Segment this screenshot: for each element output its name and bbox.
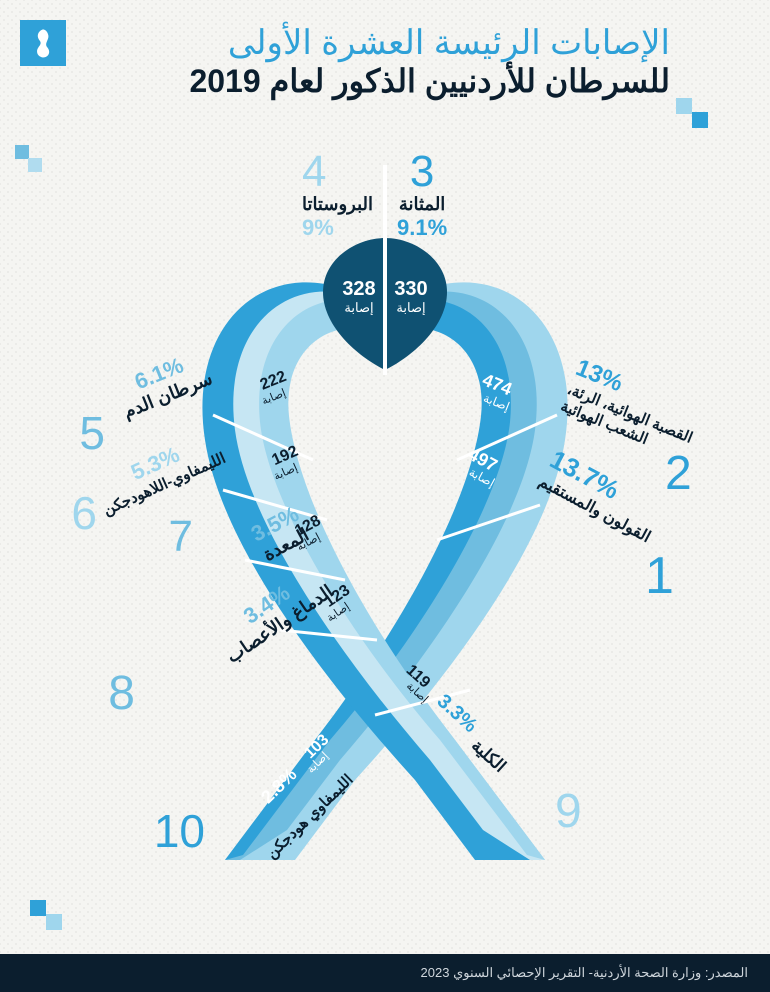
source-footer: المصدر: وزارة الصحة الأردنية- التقرير ال… [0, 954, 770, 992]
cancer-pct: 9% [302, 215, 373, 241]
aljazeera-icon [26, 26, 60, 60]
decor-square [676, 98, 692, 114]
rank-number-8: 8 [108, 670, 135, 718]
rank-number-1: 1 [645, 550, 674, 602]
decor-square [15, 145, 29, 159]
title-line-2: للسرطان للأردنيين الذكور لعام 2019 [189, 62, 670, 100]
rank-number-5: 5 [79, 410, 105, 456]
ribbon-svg: 330 إصابة 328 إصابة 474 إصابة 497 إصابة … [65, 160, 705, 900]
rank-number: 4 [302, 150, 373, 194]
decor-square [28, 158, 42, 172]
brand-logo [20, 20, 66, 66]
cancer-pct: 9.1% [397, 215, 447, 241]
cancer-name: المثانة [397, 194, 447, 215]
cases-4: 328 [342, 278, 375, 300]
decor-square [30, 900, 46, 916]
rank-number-6: 6 [71, 490, 97, 536]
rank-number-2: 2 [665, 450, 692, 498]
rank-number-10: 10 [154, 808, 205, 854]
label-rank-4: 4 البروستاتا 9% [302, 150, 373, 241]
title-line-1: الإصابات الرئيسة العشرة الأولى [189, 25, 670, 62]
rank-number: 3 [397, 150, 447, 194]
source-text: المصدر: وزارة الصحة الأردنية- التقرير ال… [421, 965, 748, 981]
cancer-name: البروستاتا [302, 194, 373, 215]
decor-square [46, 914, 62, 930]
cases-3: 330 [394, 278, 427, 300]
page-title: الإصابات الرئيسة العشرة الأولى للسرطان ل… [189, 25, 670, 101]
label-rank-3: 3 المثانة 9.1% [397, 150, 447, 241]
svg-text:إصابة: إصابة [344, 300, 373, 316]
decor-square [692, 112, 708, 128]
svg-text:إصابة: إصابة [396, 300, 425, 316]
rank-number-9: 9 [555, 788, 582, 836]
ribbon-infographic: 330 إصابة 328 إصابة 474 إصابة 497 إصابة … [65, 160, 705, 900]
rank-number-7: 7 [169, 515, 193, 559]
